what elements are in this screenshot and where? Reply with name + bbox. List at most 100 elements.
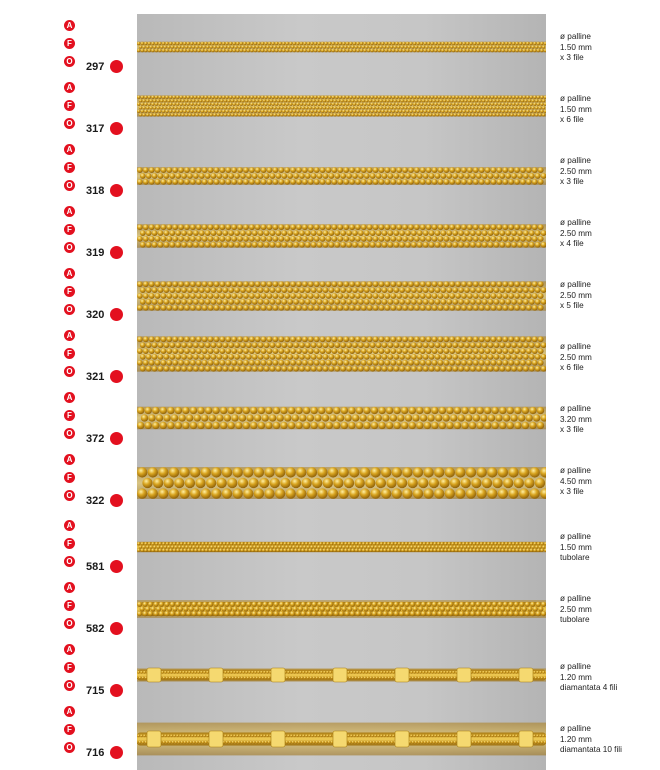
badge-o: O bbox=[64, 304, 75, 315]
description-line: ø palline bbox=[560, 724, 591, 733]
catalog-row-319: A F O 319 ø palline 2.50 mm x 4 file bbox=[0, 200, 660, 262]
badge-o: O bbox=[64, 428, 75, 439]
badge-f: F bbox=[64, 662, 75, 673]
badge-o: O bbox=[64, 242, 75, 253]
product-code: 716 bbox=[86, 747, 105, 759]
product-description: ø palline 1.50 mm x 6 file bbox=[560, 94, 592, 126]
description-line: tubolare bbox=[560, 615, 590, 625]
red-dot-icon bbox=[110, 184, 123, 197]
badge-a: A bbox=[64, 206, 75, 217]
catalog-row-372: A F O 372 ø palline 3.20 mm x 3 file bbox=[0, 386, 660, 448]
description-line: 4.50 mm bbox=[560, 476, 592, 486]
description-line: tubolare bbox=[560, 553, 590, 563]
badge-a: A bbox=[64, 330, 75, 341]
description-line: x 3 file bbox=[560, 425, 584, 435]
description-line: ø palline bbox=[560, 662, 591, 671]
catalog-row-582: A F O 582 ø palline 2.50 mm tubolare bbox=[0, 576, 660, 638]
chain-photo bbox=[137, 722, 546, 756]
red-dot-icon bbox=[110, 622, 123, 635]
product-code: 317 bbox=[86, 123, 105, 135]
product-description: ø palline 2.50 mm x 5 file bbox=[560, 280, 592, 312]
description-line: diamantata 10 fili bbox=[560, 745, 622, 755]
red-dot-icon bbox=[110, 432, 123, 445]
catalog-row-297: A F O 297 ø palline 1.50 mm x 3 file bbox=[0, 14, 660, 76]
product-code: 582 bbox=[86, 623, 105, 635]
catalog-row-321: A F O 321 ø palline 2.50 mm x 6 file bbox=[0, 324, 660, 386]
description-line: 1.50 mm bbox=[560, 104, 592, 114]
catalog-row-581: A F O 581 ø palline 1.50 mm tubolare bbox=[0, 514, 660, 576]
product-description: ø palline 2.50 mm x 3 file bbox=[560, 156, 592, 188]
badge-f: F bbox=[64, 100, 75, 111]
badge-f: F bbox=[64, 38, 75, 49]
badge-a: A bbox=[64, 82, 75, 93]
description-line: 2.50 mm bbox=[560, 166, 592, 176]
chain-photo bbox=[137, 467, 546, 499]
description-line: 2.50 mm bbox=[560, 228, 592, 238]
badge-f: F bbox=[64, 286, 75, 297]
badge-o: O bbox=[64, 618, 75, 629]
badge-a: A bbox=[64, 144, 75, 155]
red-dot-icon bbox=[110, 370, 123, 383]
description-line: ø palline bbox=[560, 218, 591, 227]
badge-f: F bbox=[64, 348, 75, 359]
badge-f: F bbox=[64, 410, 75, 421]
red-dot-icon bbox=[110, 122, 123, 135]
description-line: ø palline bbox=[560, 156, 591, 165]
product-code: 322 bbox=[86, 495, 105, 507]
red-dot-icon bbox=[110, 60, 123, 73]
chain-photo bbox=[137, 600, 546, 618]
product-description: ø palline 1.20 mm diamantata 4 fili bbox=[560, 662, 617, 694]
product-description: ø palline 1.50 mm tubolare bbox=[560, 532, 592, 564]
catalog-row-317: A F O 317 ø palline 1.50 mm x 6 file bbox=[0, 76, 660, 138]
catalog-row-715: A F O 715 ø palline 1.20 mm diamantata 4 fili bbox=[0, 638, 660, 700]
red-dot-icon bbox=[110, 494, 123, 507]
chain-photo bbox=[137, 41, 546, 53]
product-description: ø palline 1.50 mm x 3 file bbox=[560, 32, 592, 64]
product-description: ø palline 2.50 mm tubolare bbox=[560, 594, 592, 626]
badge-a: A bbox=[64, 268, 75, 279]
chain-photo bbox=[137, 406, 546, 430]
product-description: ø palline 2.50 mm x 4 file bbox=[560, 218, 592, 250]
description-line: x 6 file bbox=[560, 115, 584, 125]
catalog-row-322: A F O 322 ø palline 4.50 mm x 3 file bbox=[0, 448, 660, 510]
chain-photo bbox=[137, 224, 546, 248]
chain-photo bbox=[137, 336, 546, 372]
chain-photo bbox=[137, 167, 546, 185]
badge-o: O bbox=[64, 180, 75, 191]
description-line: 2.50 mm bbox=[560, 290, 592, 300]
badge-a: A bbox=[64, 454, 75, 465]
catalog-row-320: A F O 320 ø palline 2.50 mm x 5 file bbox=[0, 262, 660, 324]
description-line: 2.50 mm bbox=[560, 352, 592, 362]
description-line: 1.20 mm bbox=[560, 734, 592, 744]
product-code: 297 bbox=[86, 61, 105, 73]
description-line: x 5 file bbox=[560, 301, 584, 311]
badge-f: F bbox=[64, 600, 75, 611]
description-line: x 6 file bbox=[560, 363, 584, 373]
product-description: ø palline 4.50 mm x 3 file bbox=[560, 466, 592, 498]
product-code: 715 bbox=[86, 685, 105, 697]
badge-a: A bbox=[64, 644, 75, 655]
badge-o: O bbox=[64, 742, 75, 753]
red-dot-icon bbox=[110, 308, 123, 321]
product-code: 321 bbox=[86, 371, 105, 383]
product-code: 319 bbox=[86, 247, 105, 259]
description-line: 1.20 mm bbox=[560, 672, 592, 682]
description-line: ø palline bbox=[560, 594, 591, 603]
description-line: 3.20 mm bbox=[560, 414, 592, 424]
description-line: x 3 file bbox=[560, 53, 584, 63]
badge-f: F bbox=[64, 224, 75, 235]
description-line: ø palline bbox=[560, 532, 591, 541]
description-line: 1.50 mm bbox=[560, 42, 592, 52]
product-description: ø palline 2.50 mm x 6 file bbox=[560, 342, 592, 374]
product-description: ø palline 3.20 mm x 3 file bbox=[560, 404, 592, 436]
chain-photo bbox=[137, 95, 546, 117]
badge-o: O bbox=[64, 490, 75, 501]
catalog-row-318: A F O 318 ø palline 2.50 mm x 3 file bbox=[0, 138, 660, 200]
badge-o: O bbox=[64, 56, 75, 67]
description-line: x 3 file bbox=[560, 487, 584, 497]
product-code: 372 bbox=[86, 433, 105, 445]
red-dot-icon bbox=[110, 246, 123, 259]
description-line: diamantata 4 fili bbox=[560, 683, 618, 693]
product-photo-panel bbox=[137, 14, 546, 770]
chain-photo bbox=[137, 541, 546, 553]
